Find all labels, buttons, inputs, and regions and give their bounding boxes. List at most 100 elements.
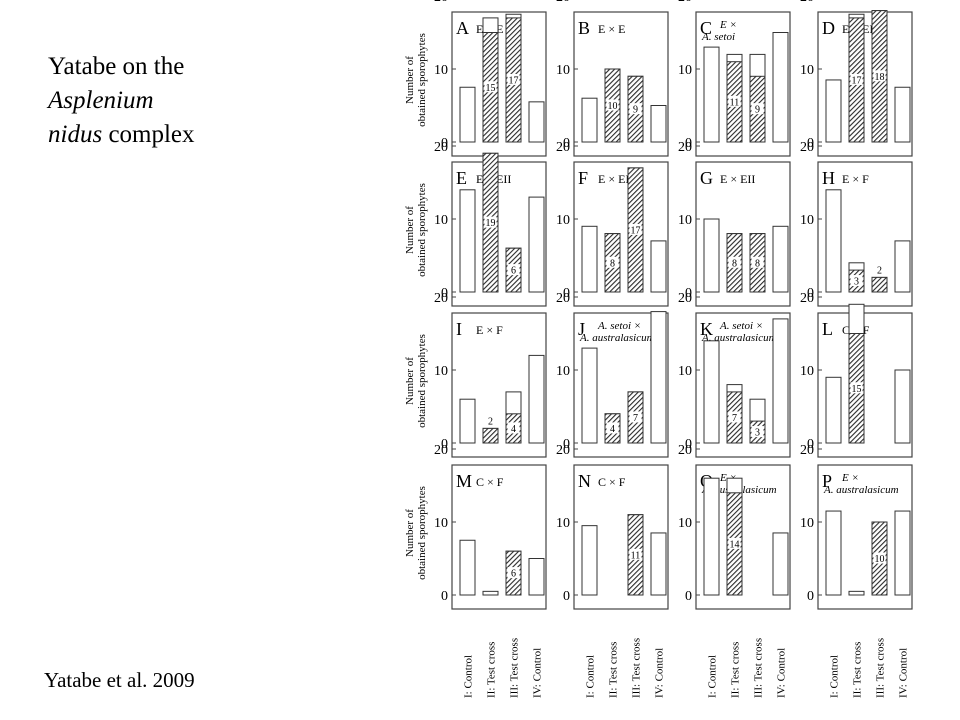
panel-frame bbox=[817, 11, 913, 157]
y-tick-label: 0 bbox=[685, 437, 692, 452]
y-tick-label: 10 bbox=[434, 516, 448, 531]
y-tick-label: 0 bbox=[807, 437, 814, 452]
y-tick-label: 10 bbox=[556, 364, 570, 379]
panel-letter: E bbox=[456, 168, 467, 188]
title-line-2: Asplenium bbox=[48, 84, 308, 118]
y-tick-label: 20 bbox=[678, 291, 692, 306]
bar-total bbox=[772, 225, 789, 293]
bar-value-label: 6 bbox=[511, 569, 516, 580]
panel-frame bbox=[573, 464, 669, 610]
bar-value-label: 11 bbox=[730, 97, 740, 108]
x-category-label: I: Control bbox=[585, 655, 597, 698]
bar-value-label: 9 bbox=[633, 105, 638, 116]
x-category-label: I: Control bbox=[829, 655, 841, 698]
y-axis-label: obtained sporophytes bbox=[416, 334, 428, 428]
x-category-label: III: Test cross bbox=[631, 638, 643, 698]
x-category-label: II: Test cross bbox=[852, 642, 864, 698]
bar-total bbox=[894, 369, 911, 444]
bar-total bbox=[650, 532, 667, 596]
x-category-label: IV: Control bbox=[776, 648, 788, 698]
panel-letter: I bbox=[456, 319, 462, 339]
bar-value-label: 4 bbox=[511, 424, 516, 435]
panel-i: 0 10 20 I E × F 2 4 Number of obtained sporophyt… bbox=[404, 291, 547, 458]
bar-label-bg bbox=[507, 567, 520, 579]
panel-frame bbox=[451, 312, 547, 458]
y-tick-label: 20 bbox=[434, 140, 448, 155]
bar-total bbox=[459, 189, 476, 293]
panel-letter: N bbox=[578, 471, 591, 491]
bar-total bbox=[894, 510, 911, 596]
bar-value-label: 17 bbox=[631, 225, 641, 236]
y-tick-label: 0 bbox=[441, 589, 448, 604]
y-tick-label: 0 bbox=[563, 286, 570, 301]
bar-value-label: 3 bbox=[755, 428, 760, 439]
bar-total bbox=[825, 376, 842, 444]
panel-cross-label: E × bbox=[841, 472, 859, 484]
bar-value-label: 3 bbox=[854, 277, 859, 288]
bar-total bbox=[703, 218, 720, 293]
bar-label-bg bbox=[728, 537, 741, 549]
y-tick-label: 20 bbox=[800, 0, 814, 5]
bar-total bbox=[650, 311, 667, 444]
panel-letter: B bbox=[578, 18, 590, 38]
bar-label-bg bbox=[606, 99, 619, 111]
panel-p: 0 10 20 P E ×A. australasicum 10 bbox=[800, 443, 913, 610]
panel-c: 0 10 20 C E ×A. setoi 11 9 bbox=[678, 0, 791, 157]
y-tick-label: 20 bbox=[800, 291, 814, 306]
y-axis-label: Number of bbox=[404, 357, 416, 405]
bar-total bbox=[703, 340, 720, 444]
panel-letter: M bbox=[456, 471, 472, 491]
bar-label-bg bbox=[629, 223, 642, 235]
panel-frame bbox=[817, 464, 913, 610]
y-tick-label: 20 bbox=[556, 0, 570, 5]
bar-label-bg bbox=[850, 275, 863, 287]
bar-value-label: 17 bbox=[509, 75, 519, 86]
x-category-label: III: Test cross bbox=[875, 638, 887, 698]
y-axis-label: obtained sporophytes bbox=[416, 33, 428, 127]
panel-cross-label: A. australasicum bbox=[579, 332, 655, 344]
bar-value-label: 10 bbox=[608, 101, 618, 112]
bar-value-label: 2 bbox=[488, 416, 493, 427]
x-category-label: III: Test cross bbox=[509, 638, 521, 698]
bar-value-label: 18 bbox=[875, 72, 885, 83]
panel-frame bbox=[695, 161, 791, 307]
y-axis-label: Number of bbox=[404, 206, 416, 254]
bar-label-bg bbox=[751, 426, 764, 438]
bar-label-bg bbox=[507, 422, 520, 434]
x-category-label: II: Test cross bbox=[730, 642, 742, 698]
y-tick-label: 20 bbox=[800, 140, 814, 155]
bar-total bbox=[528, 196, 545, 293]
y-tick-label: 20 bbox=[678, 0, 692, 5]
bar-total bbox=[482, 590, 499, 596]
bar-total bbox=[772, 532, 789, 596]
panel-cross-label: E × F bbox=[476, 323, 503, 337]
bar-total bbox=[894, 86, 911, 143]
y-tick-label: 0 bbox=[563, 136, 570, 151]
panel-letter: D bbox=[822, 18, 835, 38]
title-genus: Asplenium bbox=[48, 87, 154, 114]
bar-value-label: 8 bbox=[610, 258, 615, 269]
bar-value-label: 2 bbox=[877, 265, 882, 276]
y-tick-label: 10 bbox=[678, 63, 692, 78]
panel-letter: J bbox=[578, 319, 585, 339]
y-tick-label: 10 bbox=[800, 516, 814, 531]
y-tick-label: 0 bbox=[441, 286, 448, 301]
bar-value-label: 15 bbox=[486, 83, 496, 94]
citation: Yatabe et al. 2009 bbox=[44, 668, 195, 692]
bar-label-bg bbox=[606, 256, 619, 268]
y-tick-label: 0 bbox=[685, 589, 692, 604]
panel-letter: L bbox=[822, 319, 833, 339]
bar-total bbox=[894, 240, 911, 293]
panel-cross-label: E × E bbox=[598, 22, 625, 36]
x-category-label: I: Control bbox=[463, 655, 475, 698]
slide-title: Yatabe on the Asplenium nidus complex bbox=[48, 50, 308, 152]
panel-letter: F bbox=[578, 168, 588, 188]
y-tick-label: 10 bbox=[556, 63, 570, 78]
panel-frame bbox=[451, 161, 547, 307]
y-axis-label: Number of bbox=[404, 56, 416, 104]
panel-cross-label: A. australasicum bbox=[701, 332, 777, 344]
bar-label-bg bbox=[507, 73, 520, 85]
bar-value-label: 14 bbox=[730, 539, 740, 550]
